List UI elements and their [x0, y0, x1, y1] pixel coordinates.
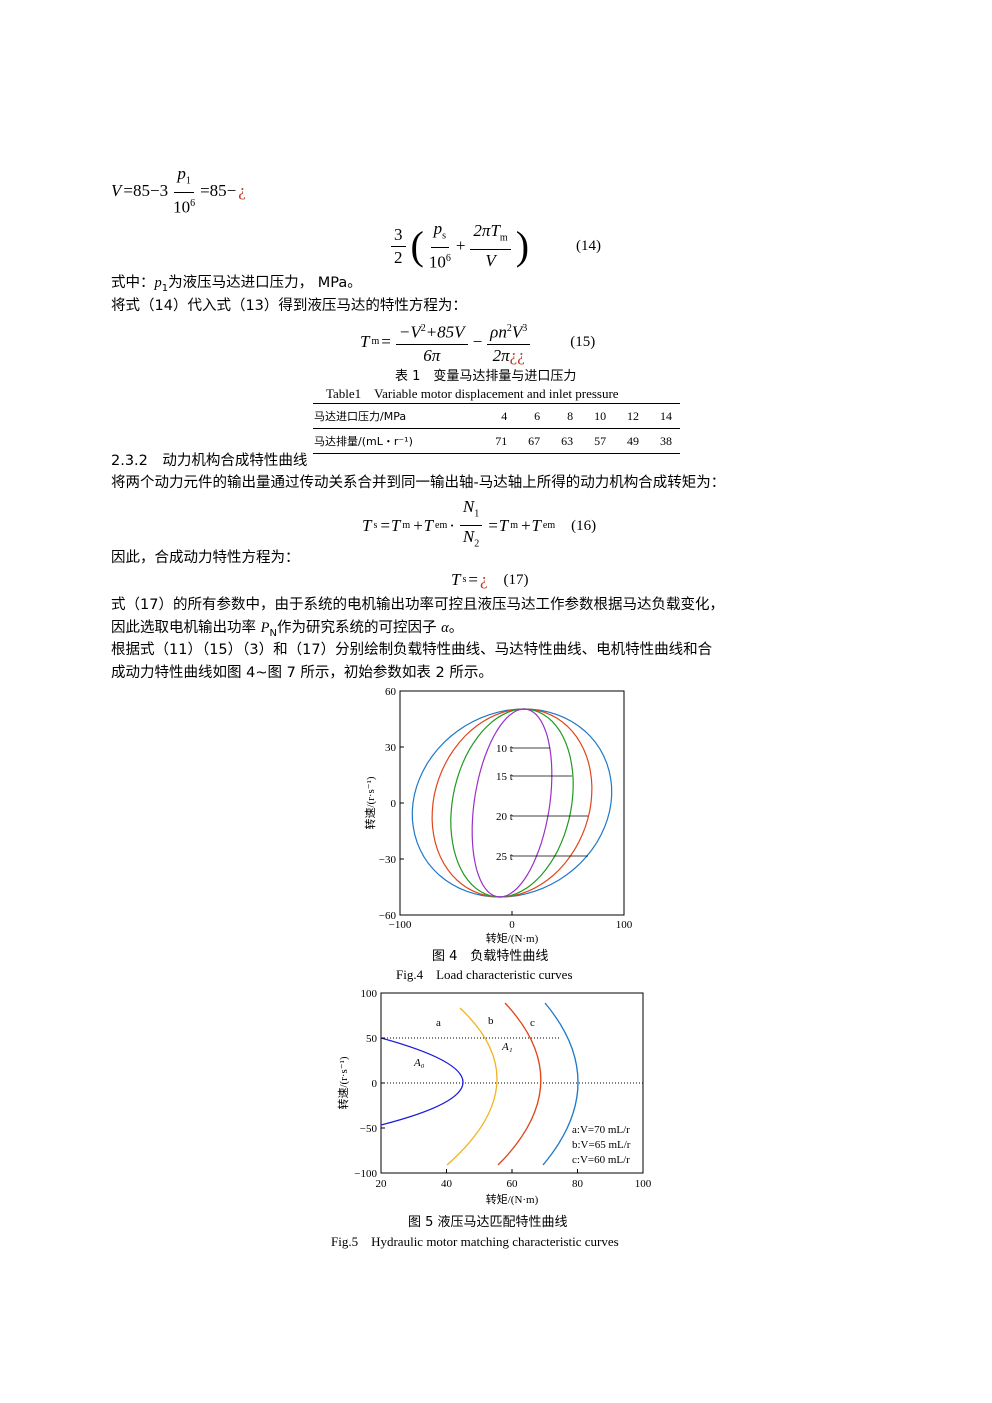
curve: [431, 708, 593, 898]
text-line: 将式（14）代入式（13）得到液压马达的特性方程为：: [111, 298, 467, 314]
x-tick-label: 40: [441, 1178, 453, 1190]
x-tick-label: 60: [507, 1178, 519, 1190]
legend-entry: b:V=65 mL/r: [572, 1139, 631, 1151]
curve-label: 20 t: [496, 811, 513, 823]
x-tick-label: 100: [635, 1178, 652, 1190]
y-axis-label: 转速/(r·s⁻¹): [336, 1056, 350, 1109]
y-tick-label: 100: [361, 988, 378, 1000]
text-line: 因此选取电机输出功率 PN作为研究系统的可控因子 α。: [111, 620, 464, 639]
region-label: A₀: [413, 1057, 425, 1069]
x-tick-label: −100: [389, 919, 412, 931]
table-row: 马达进口压力/MPa 4 6 8 10 12 14: [313, 404, 680, 429]
region-label: A₁: [501, 1041, 513, 1053]
curve-label: 15 t: [496, 771, 513, 783]
table-cell: 马达进口压力/MPa: [314, 410, 407, 423]
y-tick-label: −30: [379, 854, 397, 866]
table-cell: 14: [660, 408, 672, 423]
table-caption: 表 1 变量马达排量与进口压力: [395, 369, 577, 384]
y-tick-label: 60: [385, 686, 397, 698]
curve-label: 10 t: [496, 743, 513, 755]
x-tick-label: 80: [572, 1178, 584, 1190]
x-tick-label: 20: [376, 1178, 388, 1190]
y-tick-label: 30: [385, 742, 397, 754]
table-row: 马达排量/(mL・r⁻¹) 71 67 63 57 49 38: [313, 429, 680, 454]
text-line: 根据式（11）（15）（3）和（17）分别绘制负载特性曲线、马达特性曲线、电机特…: [111, 642, 713, 658]
curve-label: b: [488, 1015, 494, 1027]
fig-caption-en: Fig.5 Hydraulic motor matching character…: [331, 1234, 619, 1249]
legend-entry: c:V=60 mL/r: [572, 1154, 630, 1166]
table: 马达进口压力/MPa 4 6 8 10 12 14 马达排量/(mL・r⁻¹) 71 67 63 57…: [313, 403, 680, 454]
y-tick-label: −60: [379, 910, 397, 922]
table-cell: 12: [627, 408, 640, 423]
curve: [450, 708, 574, 898]
text-line: 将两个动力元件的输出量通过传动关系合并到同一输出轴-马达轴上所得的动力机构合成转…: [111, 475, 726, 491]
table-caption-en: Table1 Variable motor displacement and i…: [326, 386, 619, 401]
x-axis-label: 转矩/(N·m): [486, 931, 539, 945]
text-line: 成动力特性曲线如图 4~图 7 所示，初始参数如表 2 所示。: [111, 665, 493, 681]
y-tick-label: −100: [354, 1168, 377, 1180]
y-tick-label: 50: [366, 1033, 378, 1045]
table-cell: 71: [495, 433, 508, 448]
text-line: 式（17）的所有参数中，由于系统的电机输出功率可控且液压马达工作参数根据马达负载…: [111, 597, 724, 613]
fig-caption: 图 4 负载特性曲线: [432, 949, 549, 964]
legend-entry: a:V=70 mL/r: [572, 1124, 630, 1136]
y-axis-label: 转速/(r·s⁻¹): [363, 776, 377, 829]
curve: [446, 1007, 498, 1166]
curve: [497, 1002, 542, 1166]
curve-label: c: [530, 1017, 535, 1029]
table-cell: 38: [660, 433, 672, 448]
table-cell: 67: [528, 433, 541, 448]
curve: [411, 708, 613, 898]
y-tick-label: 0: [372, 1078, 378, 1090]
table-cell: 4: [501, 408, 508, 423]
curve: [380, 1037, 464, 1126]
y-tick-label: 0: [391, 798, 397, 810]
table-cell: 10: [594, 408, 607, 423]
curve: [542, 1002, 579, 1166]
table-cell: 49: [627, 433, 640, 448]
table-cell: 6: [534, 408, 541, 423]
x-tick-label: 0: [509, 919, 515, 931]
table-cell: 马达排量/(mL・r⁻¹): [314, 435, 413, 448]
curve: [471, 708, 553, 898]
fig-caption-en: Fig.4 Load characteristic curves: [396, 967, 573, 982]
text-line: 因此，合成动力特性方程为：: [111, 550, 300, 566]
y-tick-label: −50: [360, 1123, 378, 1135]
table-cell: 8: [567, 408, 574, 423]
table-cell: 63: [561, 433, 574, 448]
section-heading: 2.3.2 动力机构合成特性曲线: [111, 453, 308, 469]
fig-caption: 图 5 液压马达匹配特性曲线: [408, 1215, 568, 1230]
x-axis-label: 转矩/(N·m): [486, 1192, 539, 1206]
curve-label: a: [436, 1017, 441, 1029]
note: 式中：p1为液压马达进口压力， MPa。: [111, 275, 362, 294]
curve-label: 25 t: [496, 851, 513, 863]
table-cell: 57: [594, 433, 607, 448]
x-tick-label: 100: [616, 919, 633, 931]
eq-v: V =85−3 p1 106 =85− ¿: [111, 164, 246, 218]
